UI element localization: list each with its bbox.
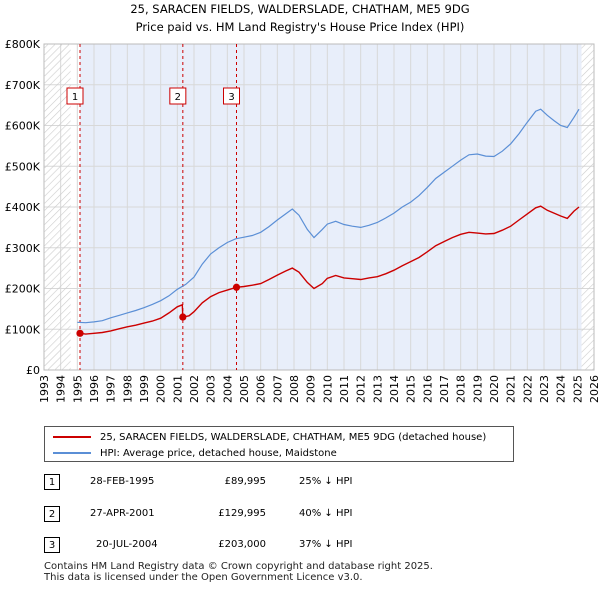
hatch-before-data xyxy=(44,44,71,370)
x-tick-label: 2014 xyxy=(388,375,401,403)
hpi-line xyxy=(77,108,580,324)
y-tick-label: £300K xyxy=(5,242,41,255)
x-tick-label: 2015 xyxy=(405,375,418,403)
footer-attribution: Contains HM Land Registry data © Crown c… xyxy=(44,561,433,583)
x-tick-label: 2004 xyxy=(221,375,234,403)
x-tick-label: 2000 xyxy=(155,375,168,403)
sale-marker-label: 1 xyxy=(72,92,78,103)
x-tick-label: 1994 xyxy=(55,375,68,403)
sale-price: £89,995 xyxy=(224,476,266,487)
sale-row: 2 27-APR-2001 £129,995 40% ↓ HPI xyxy=(44,506,424,524)
y-tick-label: £700K xyxy=(5,79,41,92)
y-tick-label: £500K xyxy=(5,160,41,173)
x-tick-label: 2006 xyxy=(255,375,268,403)
x-tick-label: 2012 xyxy=(355,375,368,403)
x-tick-label: 2010 xyxy=(321,375,334,403)
y-tick-label: £800K xyxy=(5,38,41,51)
x-tick-label: 2017 xyxy=(438,375,451,403)
sale-point xyxy=(232,283,241,291)
sale-marker-box xyxy=(66,87,84,105)
x-tick-label: 1998 xyxy=(121,375,134,403)
x-tick-label: 2026 xyxy=(588,375,600,403)
x-tick-label: 2011 xyxy=(338,375,351,403)
sale-row: 3 20-JUL-2004 £203,000 37% ↓ HPI xyxy=(44,537,424,555)
sale-hpi-diff: 25% ↓ HPI xyxy=(299,476,353,487)
sale-date: 20-JUL-2004 xyxy=(96,539,158,550)
property-price-line xyxy=(79,205,580,335)
x-tick-label: 2008 xyxy=(288,375,301,403)
hatch-after-data xyxy=(581,44,594,370)
x-tick-label: 2020 xyxy=(488,375,501,403)
sale-marker-box xyxy=(223,87,240,105)
y-tick-label: £100K xyxy=(5,323,41,336)
x-tick-label: 2005 xyxy=(238,375,251,403)
sale-row: 1 28-FEB-1995 £89,995 25% ↓ HPI xyxy=(44,474,424,492)
x-tick-label: 2007 xyxy=(271,375,284,403)
chart-title: 25, SARACEN FIELDS, WALDERSLADE, CHATHAM… xyxy=(130,2,469,16)
footer-license: This data is licensed under the Open Gov… xyxy=(44,572,363,583)
y-tick-label: £600K xyxy=(5,120,41,133)
sale-price: £129,995 xyxy=(218,508,266,519)
sale-hpi-diff: 37% ↓ HPI xyxy=(299,539,353,550)
x-tick-label: 2002 xyxy=(188,375,201,403)
legend-label-property: 25, SARACEN FIELDS, WALDERSLADE, CHATHAM… xyxy=(100,431,487,443)
x-tick-label: 1997 xyxy=(105,375,118,403)
x-tick-label: 1999 xyxy=(138,375,151,403)
legend-swatch-hpi xyxy=(53,452,91,454)
x-tick-label: 2022 xyxy=(521,375,534,403)
sale-hpi-diff: 40% ↓ HPI xyxy=(299,508,353,519)
x-tick-label: 2021 xyxy=(505,375,518,403)
x-tick-label: 1996 xyxy=(88,375,101,403)
legend-swatch-property xyxy=(53,436,91,438)
y-tick-label: £400K xyxy=(5,201,41,214)
x-tick-label: 1995 xyxy=(71,375,84,403)
x-tick-label: 2016 xyxy=(421,375,434,403)
sale-point xyxy=(179,313,187,321)
y-tick-label: £200K xyxy=(5,283,41,296)
x-tick-label: 2025 xyxy=(571,375,584,403)
sale-point xyxy=(76,329,84,337)
footer-copyright: Contains HM Land Registry data © Crown c… xyxy=(44,561,433,572)
x-tick-label: 2003 xyxy=(205,375,218,403)
sale-price: £203,000 xyxy=(218,539,266,550)
sale-marker-label: 2 xyxy=(175,92,181,103)
sale-number-badge: 2 xyxy=(44,506,60,522)
legend-item-property: 25, SARACEN FIELDS, WALDERSLADE, CHATHAM… xyxy=(53,429,486,445)
x-tick-label: 2019 xyxy=(471,375,484,403)
x-tick-label: 2018 xyxy=(455,375,468,403)
sale-date: 28-FEB-1995 xyxy=(90,476,155,487)
legend-label-hpi: HPI: Average price, detached house, Maid… xyxy=(100,447,337,459)
sale-number-badge: 1 xyxy=(44,474,60,490)
x-tick-label: 2013 xyxy=(371,375,384,403)
y-tick-label: £0 xyxy=(26,364,40,377)
sale-marker-box xyxy=(169,87,187,105)
sale-marker-label: 3 xyxy=(228,92,234,103)
legend-item-hpi: HPI: Average price, detached house, Maid… xyxy=(53,445,337,461)
x-tick-label: 2023 xyxy=(538,375,551,403)
sale-number-badge: 3 xyxy=(44,537,60,553)
price-chart: 25, SARACEN FIELDS, WALDERSLADE, CHATHAM… xyxy=(5,2,600,403)
chart-subtitle: Price paid vs. HM Land Registry's House … xyxy=(136,20,465,34)
sale-date: 27-APR-2001 xyxy=(90,508,155,519)
x-tick-label: 2001 xyxy=(171,375,184,403)
chart-legend: 25, SARACEN FIELDS, WALDERSLADE, CHATHAM… xyxy=(44,426,514,462)
x-tick-label: 2009 xyxy=(305,375,318,403)
x-tick-label: 2024 xyxy=(555,375,568,403)
x-tick-label: 1993 xyxy=(38,375,51,403)
